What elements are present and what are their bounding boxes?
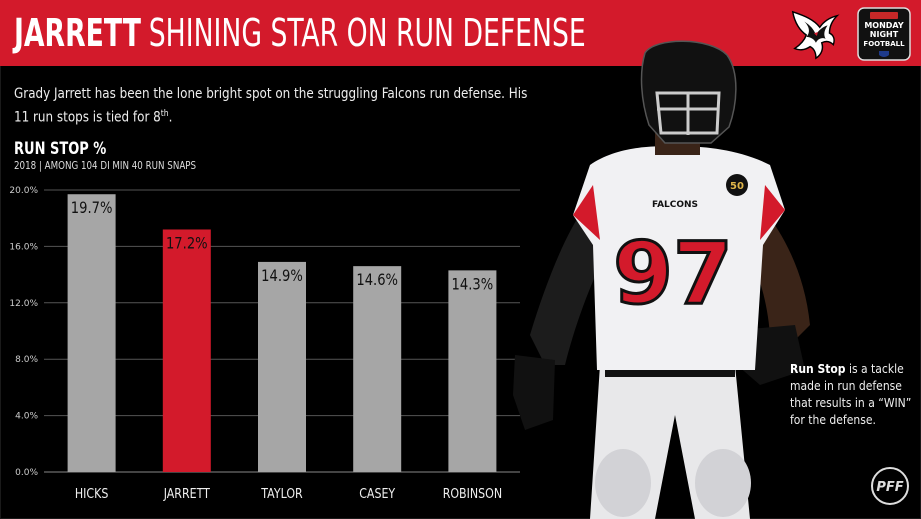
y-tick-label: 12.0%: [9, 299, 38, 309]
intro-text-body: Grady Jarrett has been the lone bright s…: [14, 86, 528, 126]
y-tick-label: 4.0%: [15, 412, 38, 422]
monday-night-football-logo-icon: MONDAY NIGHT FOOTBALL: [857, 7, 911, 61]
bar-hicks: [67, 194, 116, 473]
title-banner: JARRETT SHINING STAR ON RUN DEFENSE MONDA…: [0, 0, 921, 66]
bar-value-label: 14.9%: [261, 267, 303, 286]
x-category-label: HICKS: [75, 486, 109, 501]
bar-casey: [353, 266, 402, 472]
y-tick-label: 20.0%: [9, 186, 38, 196]
banner-player-name: JARRETT: [14, 11, 141, 55]
chart-subtitle: 2018 | AMONG 104 DI MIN 40 RUN SNAPS: [14, 159, 197, 172]
bar-jarrett: [162, 229, 211, 472]
x-category-label: JARRETT: [163, 486, 211, 501]
mnf-line-3: FOOTBALL: [863, 40, 905, 48]
mnf-line-2: NIGHT: [870, 30, 899, 39]
y-tick-label: 16.0%: [9, 242, 38, 252]
intro-text-end: .: [168, 109, 173, 126]
intro-text-ordinal: th: [160, 109, 169, 119]
intro-text: Grady Jarrett has been the lone bright s…: [14, 84, 546, 128]
falcons-logo-icon: [791, 10, 840, 60]
definition-text: is a tackle made in run defense that res…: [790, 362, 912, 427]
y-tick-label: 0.0%: [15, 468, 38, 478]
y-tick-label: 8.0%: [15, 355, 38, 365]
player-photo-illustration: 97 FALCONS 50: [513, 40, 810, 519]
jersey-wordmark: FALCONS: [652, 200, 698, 210]
bar-value-label: 14.3%: [452, 275, 494, 294]
mnf-line-1: MONDAY: [864, 21, 904, 30]
banner-title: JARRETT SHINING STAR ON RUN DEFENSE: [14, 12, 586, 54]
jersey-number: 97: [613, 224, 733, 324]
pff-logo-icon: PFF: [871, 467, 909, 505]
x-category-label: CASEY: [359, 486, 396, 501]
anniversary-patch: 50: [730, 181, 744, 192]
pff-logo-text: PFF: [876, 480, 903, 495]
x-category-label: ROBINSON: [443, 486, 502, 501]
banner-title-rest: SHINING STAR ON RUN DEFENSE: [148, 11, 586, 55]
bar-robinson: [448, 270, 497, 472]
definition-term: Run Stop: [790, 362, 846, 376]
bar-taylor: [258, 261, 306, 472]
x-category-label: TAYLOR: [260, 486, 303, 501]
bar-value-label: 14.6%: [356, 271, 398, 290]
bar-value-label: 17.2%: [166, 234, 208, 253]
run-stop-definition: Run Stop is a tackle made in run defense…: [790, 361, 915, 429]
chart-title: RUN STOP %: [14, 139, 107, 159]
bar-value-label: 19.7%: [71, 199, 113, 218]
